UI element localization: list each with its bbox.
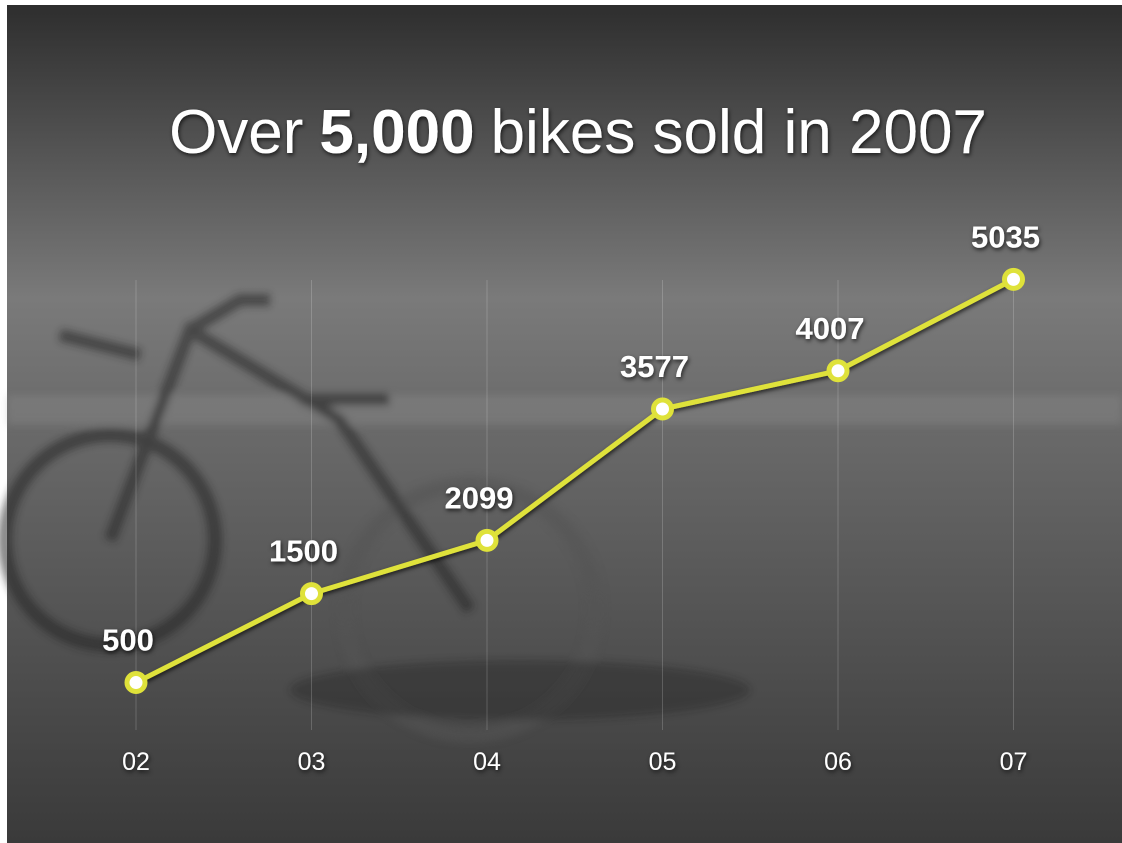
title-text: Over (169, 98, 303, 167)
data-point (829, 362, 847, 380)
x-tick-label: 05 (649, 748, 677, 776)
data-label: 1500 (269, 534, 338, 569)
chart: Over5,000bikes sold in 2007 02 03 04 05 06 07… (0, 0, 1122, 843)
data-point (654, 400, 672, 418)
x-tick-label: 02 (122, 748, 150, 776)
x-tick-label: 03 (298, 748, 326, 776)
x-tick-label: 04 (473, 748, 501, 776)
data-label: 2099 (445, 480, 514, 515)
data-label: 500 (102, 623, 154, 658)
data-point (127, 674, 145, 692)
x-tick-label: 06 (824, 748, 852, 776)
page: Over5,000bikes sold in 2007 02 03 04 05 06 07… (0, 0, 1122, 843)
x-tick-label: 07 (1000, 748, 1028, 776)
data-point (303, 585, 321, 603)
title-highlight: 5,000 (319, 98, 474, 167)
data-label: 4007 (796, 311, 865, 346)
data-point (478, 531, 496, 549)
data-label: 5035 (971, 219, 1040, 254)
data-label: 3577 (620, 349, 689, 384)
data-point (1005, 270, 1023, 288)
title-text: bikes sold in 2007 (491, 98, 987, 167)
